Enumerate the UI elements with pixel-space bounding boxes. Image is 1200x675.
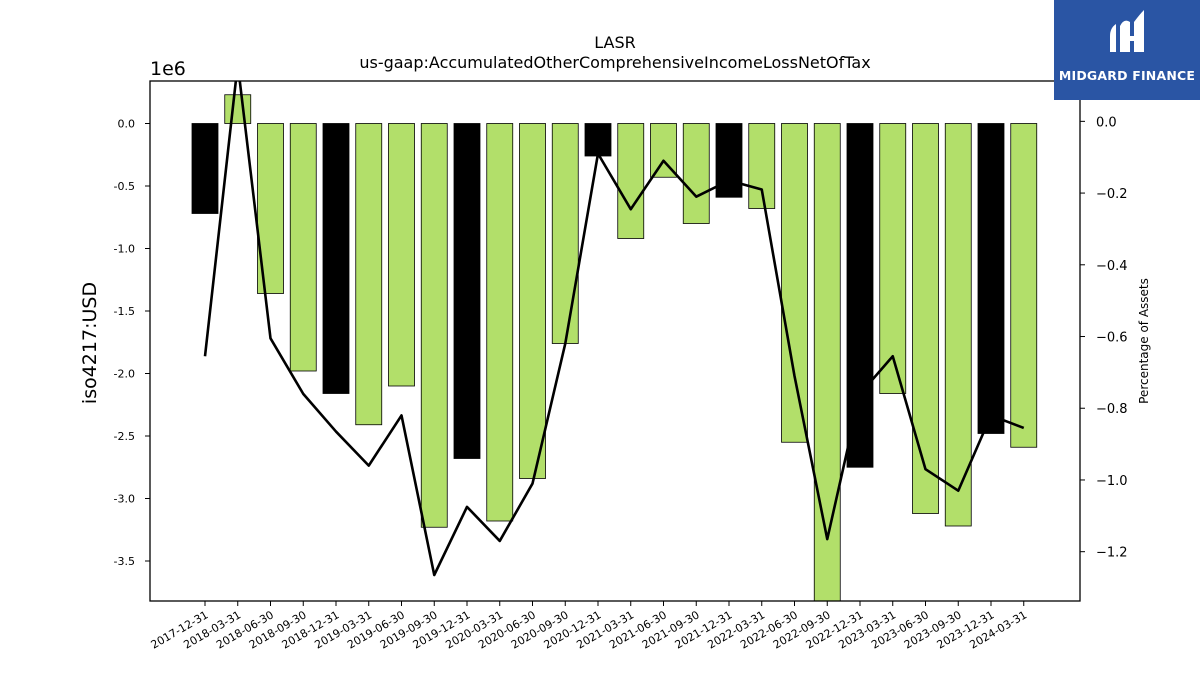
bar-2020-03-31	[486, 123, 514, 522]
bar-2020-09-30	[551, 123, 579, 344]
bar-2018-12-31	[322, 123, 350, 394]
plot-frame	[149, 80, 1081, 602]
y2-tick-label: 0.0	[1096, 115, 1117, 130]
y-tick-label: -1.0	[114, 243, 135, 256]
y2-axis-label: Percentage of Assets	[1137, 278, 1151, 404]
bar-2019-03-31	[355, 123, 383, 426]
bar-2018-03-31	[224, 94, 252, 124]
y-axis-label: iso4217:USD	[79, 282, 101, 404]
bar-2019-06-30	[388, 123, 415, 387]
y-tick-label: -1.5	[114, 305, 135, 318]
bar-2021-06-30	[650, 123, 677, 178]
bar-2023-12-31	[977, 123, 1005, 434]
midgard-logo: MIDGARD FINANCE	[1054, 0, 1200, 100]
bar-2024-03-31	[1010, 123, 1038, 448]
bar-2021-09-30	[682, 123, 710, 224]
y-tick-label: -2.5	[114, 430, 135, 443]
bar-2017-12-31	[191, 123, 219, 214]
logo-text: MIDGARD FINANCE	[1058, 68, 1196, 83]
y-tick-label: 0.0	[118, 118, 136, 131]
bar-2022-06-30	[781, 123, 808, 443]
bar-2020-06-30	[519, 123, 546, 479]
bar-2021-03-31	[617, 123, 645, 239]
y2-tick-label: −1.2	[1096, 546, 1128, 561]
bar-2019-12-31	[453, 123, 481, 459]
y2-tick-label: −0.4	[1096, 259, 1128, 274]
bar-2023-09-30	[944, 123, 972, 527]
y-scale-label: 1e6	[150, 58, 186, 80]
bar-2022-12-31	[846, 123, 874, 468]
percentage-of-assets-line	[203, 81, 1025, 577]
bar-2022-09-30	[813, 123, 841, 602]
midgard-logo-icon	[1110, 10, 1144, 52]
bar-group	[191, 94, 1038, 602]
y-tick-label: -3.0	[114, 493, 135, 506]
chart-subtitle: us-gaap:AccumulatedOtherComprehensiveInc…	[359, 53, 870, 72]
chart-title: LASR	[594, 33, 636, 52]
bar-2023-03-31	[879, 123, 907, 394]
y-tick-label: -2.0	[114, 368, 135, 381]
y-tick-label: -3.5	[114, 555, 135, 568]
y-tick-label: -0.5	[114, 180, 135, 193]
bar-2020-12-31	[584, 123, 612, 157]
y2-tick-label: −1.0	[1096, 474, 1128, 489]
y2-tick-label: −0.2	[1096, 187, 1128, 202]
y2-tick-label: −0.6	[1096, 331, 1128, 346]
bar-2023-06-30	[912, 123, 939, 514]
bar-2019-09-30	[420, 123, 448, 528]
y2-tick-label: −0.8	[1096, 402, 1128, 417]
bar-2018-09-30	[289, 123, 317, 372]
percentage-line-group	[203, 81, 1025, 577]
